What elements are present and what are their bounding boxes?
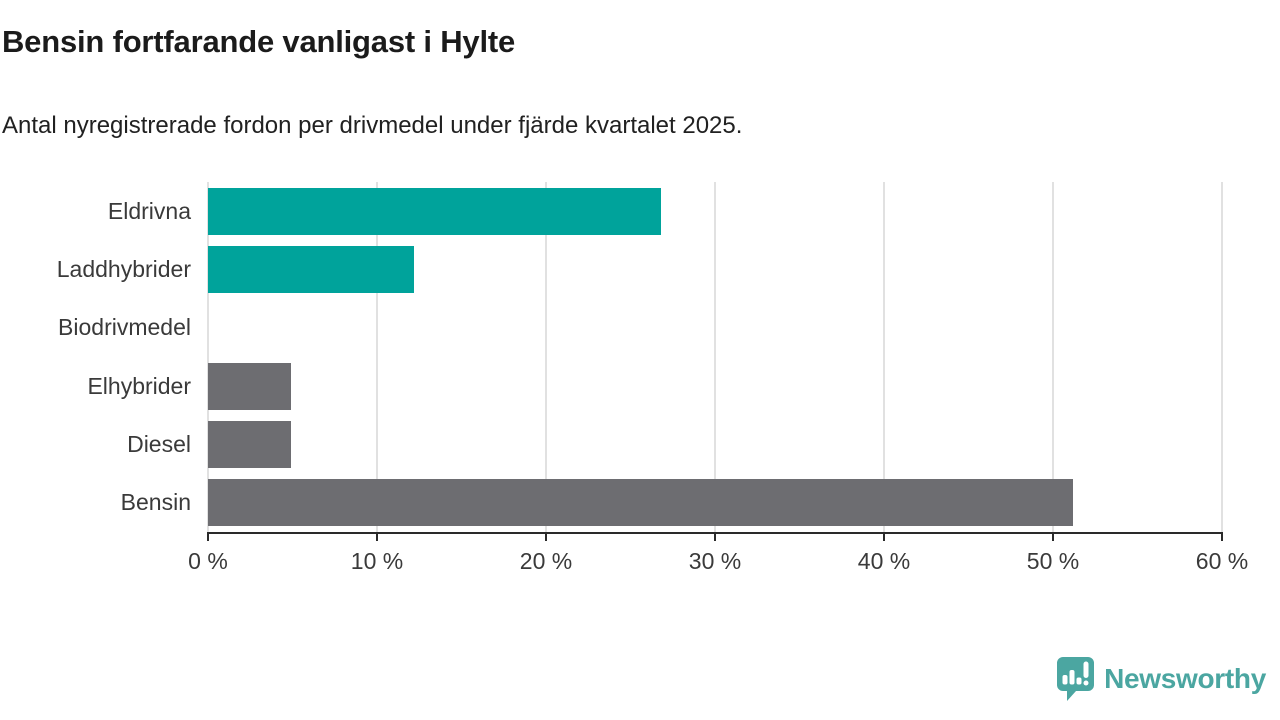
gridline: [883, 182, 885, 532]
category-label: Bensin: [120, 489, 191, 516]
category-label: Eldrivna: [107, 197, 191, 224]
chart-subtitle: Antal nyregistrerade fordon per drivmede…: [2, 112, 743, 139]
newsworthy-logo-text: Newsworthy: [1104, 663, 1266, 694]
x-axis-tick: [207, 532, 209, 541]
bar-laddhybrider: [208, 246, 415, 293]
bar-diesel: [208, 421, 291, 468]
chart-title: Bensin fortfarande vanligast i Hylte: [2, 24, 516, 59]
newsworthy-logo-icon: [1057, 657, 1095, 701]
bar-bensin: [208, 479, 1074, 527]
newsworthy-logo: Newsworthy: [1055, 656, 1266, 702]
x-axis-tick-label: 20 %: [519, 548, 573, 574]
gridline: [1052, 182, 1054, 532]
gridline: [714, 182, 716, 532]
x-axis-tick-label: 60 %: [1195, 548, 1249, 574]
x-axis-tick: [376, 532, 378, 541]
x-axis-tick: [1221, 532, 1223, 541]
gridline: [207, 182, 209, 532]
bar-elhybrider: [208, 362, 291, 410]
gridline: [545, 182, 547, 532]
category-label: Biodrivmedel: [58, 314, 191, 341]
category-label: Laddhybrider: [56, 255, 191, 282]
x-axis-tick-label: 30 %: [688, 548, 742, 574]
gridline: [376, 182, 378, 532]
category-label: Elhybrider: [87, 372, 191, 399]
x-axis-tick-label: 10 %: [350, 548, 404, 574]
x-axis-line: [207, 532, 1223, 534]
x-axis-tick-label: 50 %: [1026, 548, 1080, 574]
bar-eldrivna: [208, 187, 661, 235]
x-axis-tick-label: 0 %: [188, 548, 228, 574]
category-labels: Eldrivna Laddhybrider Biodrivmedel Elhybrid…: [0, 182, 191, 532]
x-axis-tick: [883, 532, 885, 541]
x-axis-tick: [545, 532, 547, 541]
x-axis-tick-label: 40 %: [857, 548, 911, 574]
x-axis-tick: [714, 532, 716, 541]
gridline: [1221, 182, 1223, 532]
plot-area: 0 % 10 % 20 % 30 % 40 % 50 % 60 %: [188, 182, 1248, 574]
category-label: Diesel: [127, 430, 191, 457]
x-axis-tick: [1052, 532, 1054, 541]
